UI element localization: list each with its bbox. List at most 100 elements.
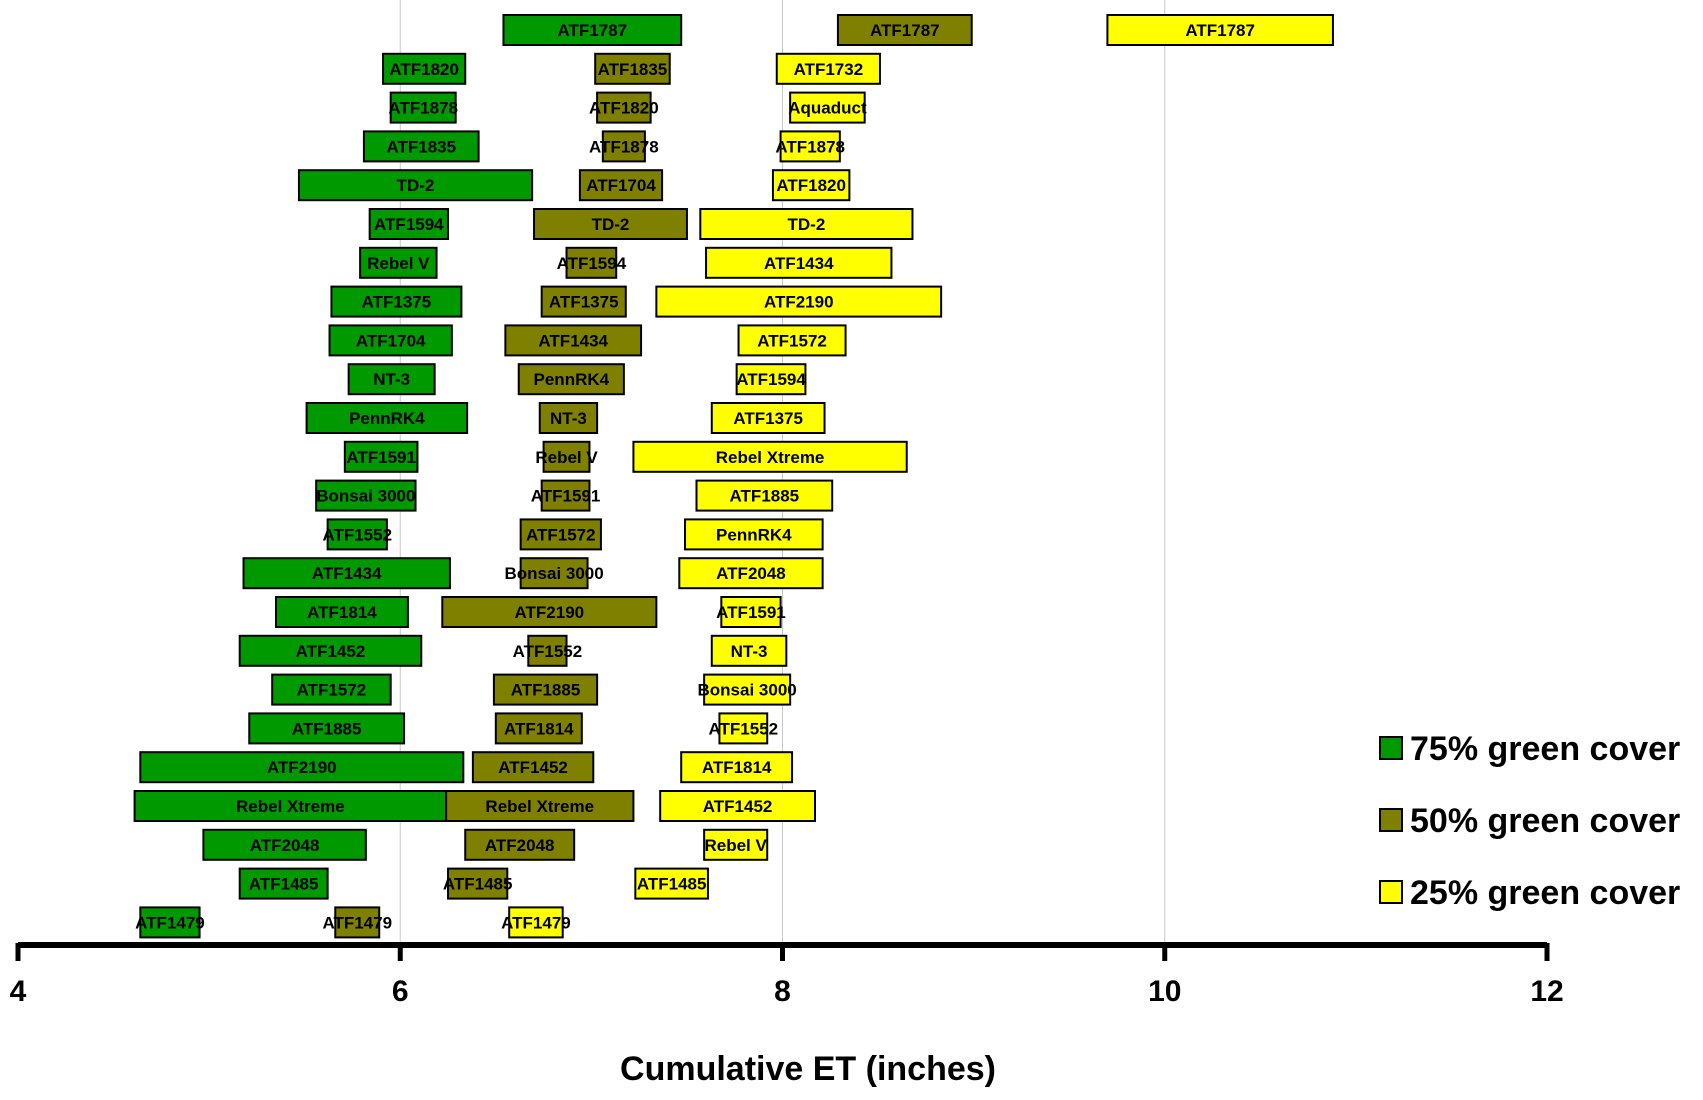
- x-tick-label-6: 6: [392, 975, 409, 1008]
- bar-label-25-green-cover-atf2048: ATF2048: [716, 564, 786, 583]
- bar-50-green-cover-atf1375: [540, 285, 627, 318]
- bar-25-green-cover-atf1591: [720, 596, 782, 628]
- bars-layer: ATF1787 ATF1820 ATF1878 ATF1835 TD-2 ATF1594 R…: [133, 14, 1334, 939]
- bar-75-green-cover-atf1835: [362, 130, 480, 163]
- bar-75-green-cover-atf1375: [330, 285, 463, 318]
- bar-50-green-cover-atf1485: [447, 867, 509, 900]
- bar-25-green-cover-atf1572: [737, 324, 847, 357]
- bar-label-75-green-cover-atf1814: ATF1814: [307, 603, 377, 622]
- bar-50-green-cover-nt-3: [538, 402, 599, 434]
- bar-label-75-green-cover-td-2: TD-2: [397, 176, 435, 195]
- bar-label-50-green-cover-atf1375: ATF1375: [549, 293, 619, 312]
- bar-label-75-green-cover-atf1552: ATF1552: [322, 525, 392, 544]
- bar-50-green-cover-atf1479: [334, 906, 381, 939]
- bar-label-50-green-cover-atf1591: ATF1591: [531, 487, 601, 506]
- bar-label-25-green-cover-rebel-xtreme: Rebel Xtreme: [716, 448, 825, 467]
- bar-25-green-cover-atf1787: [1106, 14, 1334, 46]
- bar-50-green-cover-atf1552: [527, 634, 568, 667]
- bar-label-75-green-cover-atf1835: ATF1835: [386, 137, 456, 156]
- bar-25-green-cover-atf1814: [680, 751, 794, 784]
- bar-25-green-cover-atf1594: [735, 363, 807, 396]
- x-tick-label-10: 10: [1148, 975, 1181, 1008]
- bar-label-75-green-cover-atf2190: ATF2190: [267, 758, 337, 777]
- bar-50-green-cover-atf2048: [464, 828, 576, 861]
- bar-label-50-green-cover-atf1479: ATF1479: [322, 913, 392, 932]
- bar-label-50-green-cover-atf1820: ATF1820: [589, 99, 659, 118]
- bar-label-75-green-cover-atf1375: ATF1375: [362, 293, 432, 312]
- bar-label-25-green-cover-td-2: TD-2: [788, 215, 826, 234]
- bar-label-75-green-cover-atf1885: ATF1885: [292, 719, 362, 738]
- bar-label-25-green-cover-atf1452: ATF1452: [703, 797, 773, 816]
- bar-label-75-green-cover-atf1485: ATF1485: [249, 875, 319, 894]
- bar-25-green-cover-bonsai-3000: [703, 673, 792, 706]
- bar-label-50-green-cover-bonsai-3000: Bonsai 3000: [504, 564, 603, 583]
- bar-label-25-green-cover-atf1787: ATF1787: [1185, 21, 1255, 40]
- bar-75-green-cover-td-2: [297, 169, 534, 202]
- bar-label-25-green-cover-nt-3: NT-3: [731, 642, 768, 661]
- bar-label-25-green-cover-atf1820: ATF1820: [776, 176, 846, 195]
- bar-label-25-green-cover-atf1485: ATF1485: [637, 875, 707, 894]
- bar-label-25-green-cover-aquaduct: Aquaduct: [788, 99, 867, 118]
- bar-25-green-cover-pennrk4: [684, 518, 824, 551]
- series-50-green-cover: ATF1787 ATF1835 ATF1820 ATF1878 ATF1704 TD-2 A…: [322, 14, 973, 939]
- bar-label-75-green-cover-atf1594: ATF1594: [374, 215, 444, 234]
- bar-label-75-green-cover-nt-3: NT-3: [373, 370, 410, 389]
- bar-75-green-cover-bonsai-3000: [315, 479, 417, 512]
- bar-label-25-green-cover-atf1479: ATF1479: [501, 913, 571, 932]
- bar-label-50-green-cover-atf1878: ATF1878: [589, 137, 659, 156]
- bar-50-green-cover-atf1814: [494, 712, 583, 745]
- bar-label-75-green-cover-atf1572: ATF1572: [297, 681, 367, 700]
- bar-50-green-cover-atf1434: [504, 324, 643, 357]
- legend: 75% green cover 50% green cover 25% green …: [1379, 730, 1680, 912]
- bar-label-25-green-cover-atf1594: ATF1594: [736, 370, 806, 389]
- bar-label-75-green-cover-atf1452: ATF1452: [296, 642, 366, 661]
- bar-75-green-cover-nt-3: [347, 363, 436, 396]
- bar-label-50-green-cover-atf1704: ATF1704: [586, 176, 656, 195]
- bar-50-green-cover-td-2: [533, 208, 688, 240]
- bar-label-25-green-cover-bonsai-3000: Bonsai 3000: [698, 681, 797, 700]
- bar-label-25-green-cover-atf2190: ATF2190: [764, 293, 834, 312]
- bar-label-50-green-cover-atf1452: ATF1452: [498, 758, 568, 777]
- legend-swatch-75-green-cover: [1379, 736, 1403, 760]
- legend-swatch-25-green-cover: [1379, 880, 1403, 904]
- bar-label-50-green-cover-atf1814: ATF1814: [504, 719, 574, 738]
- bar-label-75-green-cover-atf1591: ATF1591: [346, 448, 416, 467]
- legend-item-75-green-cover: 75% green cover: [1379, 730, 1680, 768]
- bar-25-green-cover-atf1485: [634, 867, 709, 900]
- bar-label-75-green-cover-atf1479: ATF1479: [135, 913, 205, 932]
- bar-label-50-green-cover-atf1594: ATF1594: [557, 254, 627, 273]
- x-tick-label-12: 12: [1530, 975, 1563, 1008]
- bar-25-green-cover-atf1878: [779, 130, 841, 163]
- bar-75-green-cover-atf1479: [139, 906, 201, 939]
- bar-25-green-cover-atf2190: [655, 285, 943, 318]
- bar-50-green-cover-atf1591: [540, 479, 591, 512]
- bar-label-50-green-cover-atf1552: ATF1552: [513, 642, 583, 661]
- bar-label-25-green-cover-rebel-v: Rebel V: [704, 836, 767, 855]
- bar-25-green-cover-atf1375: [710, 402, 826, 434]
- bar-75-green-cover-atf2190: [139, 751, 465, 784]
- series-75-green-cover: ATF1787 ATF1820 ATF1878 ATF1835 TD-2 ATF1594 R…: [133, 14, 683, 939]
- bar-label-50-green-cover-atf1434: ATF1434: [538, 331, 608, 350]
- bar-label-50-green-cover-atf1485: ATF1485: [443, 875, 513, 894]
- legend-swatch-50-green-cover: [1379, 808, 1403, 832]
- bar-50-green-cover-atf2190: [441, 596, 658, 628]
- bar-label-75-green-cover-atf1704: ATF1704: [356, 331, 426, 350]
- bar-50-green-cover-atf1787: [836, 14, 973, 46]
- bar-label-75-green-cover-rebel-v: Rebel V: [367, 254, 430, 273]
- legend-label-50-green-cover: 50% green cover: [1410, 802, 1680, 840]
- bar-50-green-cover-atf1704: [578, 169, 664, 202]
- bar-25-green-cover-td-2: [699, 208, 914, 240]
- bar-label-25-green-cover-atf1732: ATF1732: [794, 60, 864, 79]
- bar-label-25-green-cover-atf1375: ATF1375: [733, 409, 803, 428]
- bar-75-green-cover-atf1434: [242, 557, 451, 590]
- bar-75-green-cover-atf2048: [202, 828, 367, 861]
- bar-label-25-green-cover-atf1552: ATF1552: [709, 719, 779, 738]
- bar-50-green-cover-atf1594: [565, 246, 618, 279]
- bar-label-50-green-cover-atf1885: ATF1885: [511, 681, 581, 700]
- bar-label-25-green-cover-atf1591: ATF1591: [716, 603, 786, 622]
- bar-label-25-green-cover-atf1572: ATF1572: [757, 331, 827, 350]
- bar-25-green-cover-aquaduct: [789, 91, 866, 124]
- x-axis-title: Cumulative ET (inches): [620, 1050, 996, 1088]
- legend-item-50-green-cover: 50% green cover: [1379, 802, 1680, 840]
